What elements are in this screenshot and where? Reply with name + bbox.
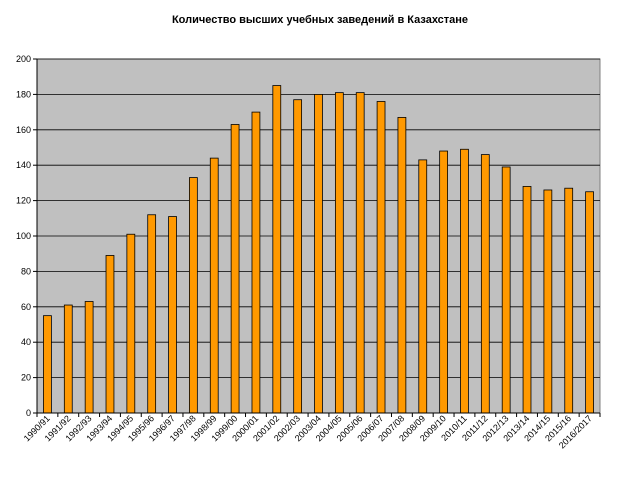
y-tick-label: 140: [16, 160, 31, 170]
bar-2000/01: [251, 111, 261, 414]
chart-title: Количество высших учебных заведений в Ка…: [171, 14, 469, 26]
bar-2006/07: [376, 101, 386, 414]
y-tick-labels: 0 20 40 60 80 100 120 140 160 180 200: [16, 54, 31, 418]
y-tick-label: 200: [16, 54, 31, 64]
bar-2004/05: [334, 92, 344, 414]
y-tick-label: 0: [26, 408, 31, 418]
bar-1996/97: [168, 216, 177, 414]
y-tick-label: 180: [16, 89, 31, 99]
y-tick-label: 120: [16, 196, 31, 206]
bar-2001/02: [272, 85, 282, 414]
y-tick-label: 20: [21, 373, 31, 383]
axes: [33, 58, 601, 417]
bar-1998/99: [209, 157, 219, 414]
bar-1993/94: [105, 255, 115, 414]
bar-2015/16: [564, 187, 574, 414]
y-tick-label: 60: [21, 302, 31, 312]
x-tick-labels: 1990/911991/921992/931993/941994/951995/…: [22, 413, 594, 450]
bar-1995/96: [147, 214, 157, 414]
bar-1992/93: [84, 301, 94, 414]
bar-2011/12: [480, 154, 490, 414]
bars: [43, 85, 594, 414]
y-tick-label: 100: [16, 231, 31, 241]
bar-1994/95: [126, 233, 136, 414]
bar-2013/14: [522, 186, 532, 414]
bar-2016/2017: [585, 191, 594, 414]
bar-2008/09: [418, 159, 428, 414]
bar-2003/04: [314, 94, 323, 414]
bar-1999/00: [230, 124, 240, 414]
bar-2012/13: [501, 166, 511, 414]
y-tick-label: 40: [21, 337, 31, 347]
bar-2002/03: [293, 99, 303, 414]
bar-2009/10: [439, 150, 448, 414]
bar-1997/98: [189, 177, 198, 414]
bar-2010/11: [460, 148, 469, 414]
bar-2007/08: [397, 117, 407, 414]
y-tick-label: 80: [21, 266, 31, 276]
bar-2005/06: [355, 92, 365, 414]
bar-1990/91: [43, 315, 52, 414]
bar-1991/92: [63, 304, 73, 414]
bar-2014/15: [543, 189, 553, 414]
y-tick-label: 160: [16, 125, 31, 135]
